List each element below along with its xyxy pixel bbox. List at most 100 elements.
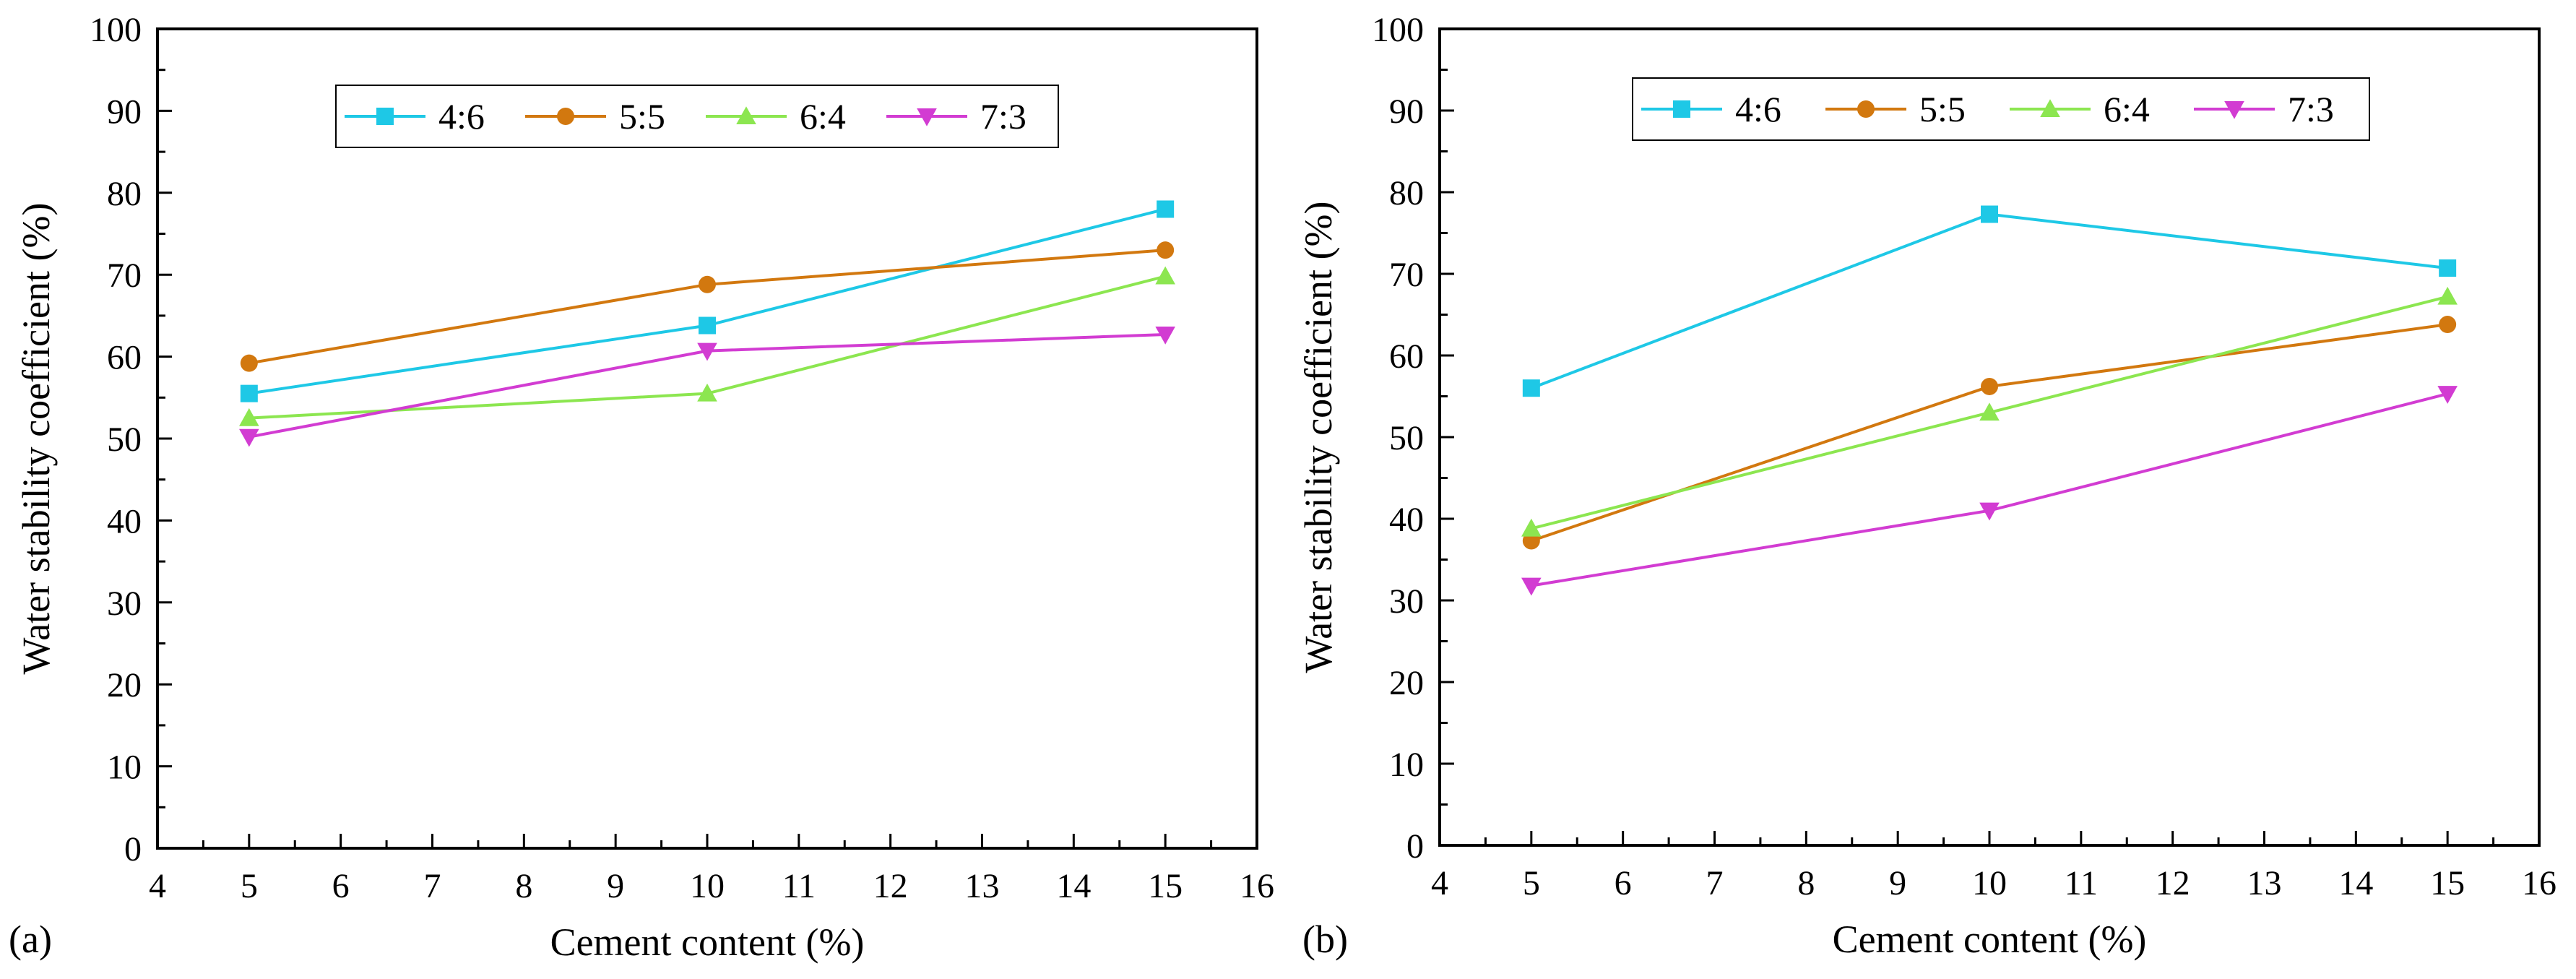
x-tick-label: 8 [1797, 864, 1815, 902]
x-tick-label: 10 [1972, 864, 2007, 902]
y-tick-label: 30 [107, 585, 142, 623]
y-tick-label: 10 [107, 749, 142, 787]
data-point-7-3 [697, 342, 717, 361]
data-point-5-5 [1981, 377, 1998, 395]
legend-label-7-3: 7:3 [980, 96, 1026, 137]
y-axis-label: Water stability coefficient (%) [14, 203, 58, 675]
x-tick-label: 14 [2338, 864, 2373, 902]
series-line-7-3 [1531, 392, 2448, 587]
x-tick-label: 13 [965, 867, 1000, 905]
legend-label-6-4: 6:4 [800, 96, 846, 137]
legend: 4:6 5:5 6:4 7:3 [1632, 77, 2370, 141]
x-tick-label: 7 [424, 867, 441, 905]
x-tick-label: 15 [2430, 864, 2465, 902]
y-tick-label: 40 [107, 502, 142, 540]
y-tick-label: 20 [107, 666, 142, 704]
data-point-4-6 [240, 384, 258, 402]
panel-label: (b) [1302, 918, 1348, 961]
legend-label-7-3: 7:3 [2288, 89, 2334, 129]
x-tick-label: 15 [1148, 867, 1183, 905]
legend-label-6-4: 6:4 [2104, 89, 2150, 129]
data-point-7-3 [1979, 502, 2000, 521]
x-tick-label: 10 [690, 867, 725, 905]
y-tick-label: 50 [107, 421, 142, 459]
data-point-6-4 [697, 383, 717, 402]
data-point-4-6 [2439, 259, 2457, 277]
panel-label: (a) [9, 918, 52, 961]
legend-marker-7-3 [917, 108, 937, 126]
x-tick-label: 6 [332, 867, 350, 905]
series-line-4-6 [1531, 212, 2448, 390]
y-tick-label: 80 [107, 175, 142, 213]
legend: 4:6 5:5 6:4 7:3 [335, 85, 1059, 148]
plot-frame [1438, 27, 2541, 847]
x-tick-label: 6 [1615, 864, 1632, 902]
legend-marker-5-5 [1857, 100, 1875, 118]
data-point-4-6 [1522, 379, 1540, 397]
data-point-7-3 [2437, 386, 2458, 404]
y-tick-label: 90 [107, 92, 142, 131]
x-tick-label: 9 [607, 867, 624, 905]
x-tick-label: 5 [1523, 864, 1540, 902]
x-axis-label: Cement content (%) [550, 920, 865, 964]
legend-marker-5-5 [557, 108, 574, 125]
data-point-7-3 [1521, 577, 1542, 596]
x-tick-label: 9 [1889, 864, 1906, 902]
data-point-6-4 [239, 407, 259, 426]
plot-frame [156, 27, 1258, 850]
y-tick-label: 70 [107, 256, 142, 295]
y-axis-label: Water stability coefficient (%) [1297, 202, 1340, 673]
y-tick-label: 70 [1389, 256, 1424, 294]
x-tick-label: 12 [873, 867, 908, 905]
x-tick-label: 5 [241, 867, 258, 905]
y-tick-label: 30 [1389, 582, 1424, 621]
data-point-7-3 [1155, 326, 1175, 345]
legend-marker-7-3 [2224, 100, 2244, 119]
y-tick-label: 80 [1389, 174, 1424, 212]
legend-label-5-5: 5:5 [1919, 89, 1966, 129]
y-tick-label: 0 [1406, 827, 1424, 866]
x-tick-label: 14 [1056, 867, 1091, 905]
x-tick-label: 11 [782, 867, 816, 905]
legend-marker-6-4 [736, 106, 756, 125]
x-tick-label: 7 [1706, 864, 1724, 902]
x-tick-label: 13 [2247, 864, 2282, 902]
y-tick-label: 90 [1389, 92, 1424, 131]
data-point-4-6 [699, 316, 716, 335]
data-point-5-5 [699, 275, 716, 293]
y-tick-label: 50 [1389, 419, 1424, 457]
data-point-6-4 [1155, 266, 1175, 285]
x-axis-label: Cement content (%) [1833, 918, 2147, 961]
data-point-6-4 [1521, 518, 1542, 537]
x-tick-label: 16 [2522, 864, 2556, 902]
data-point-5-5 [240, 354, 258, 372]
data-point-4-6 [1981, 205, 1998, 223]
legend-marker-6-4 [2040, 99, 2060, 118]
legend-label-4-6: 4:6 [1735, 89, 1781, 129]
data-point-5-5 [2439, 316, 2457, 334]
x-tick-label: 16 [1240, 867, 1274, 905]
y-tick-label: 100 [90, 11, 142, 49]
y-tick-label: 60 [1389, 337, 1424, 376]
legend-label-4-6: 4:6 [438, 96, 485, 137]
y-tick-label: 40 [1389, 501, 1424, 539]
series-line-4-6 [248, 207, 1166, 395]
x-tick-label: 12 [2156, 864, 2190, 902]
x-tick-label: 4 [1431, 864, 1448, 902]
data-point-6-4 [2437, 286, 2458, 305]
y-tick-label: 60 [107, 339, 142, 377]
legend-marker-4-6 [376, 108, 394, 125]
x-tick-label: 11 [2065, 864, 2098, 902]
x-tick-label: 4 [149, 867, 166, 905]
x-tick-label: 8 [515, 867, 532, 905]
data-point-4-6 [1157, 200, 1175, 218]
data-point-5-5 [1157, 241, 1175, 259]
y-tick-label: 0 [124, 830, 142, 868]
data-point-7-3 [239, 428, 259, 447]
y-tick-label: 10 [1389, 746, 1424, 784]
chart-panel-b: 4 5 6 7 8 9 10 11 12 13 14 15 16 0 10 20 30 40 50 60 70 80 90 1… [1297, 11, 2556, 961]
legend-marker-4-6 [1673, 100, 1690, 118]
y-tick-label: 100 [1372, 11, 1424, 49]
